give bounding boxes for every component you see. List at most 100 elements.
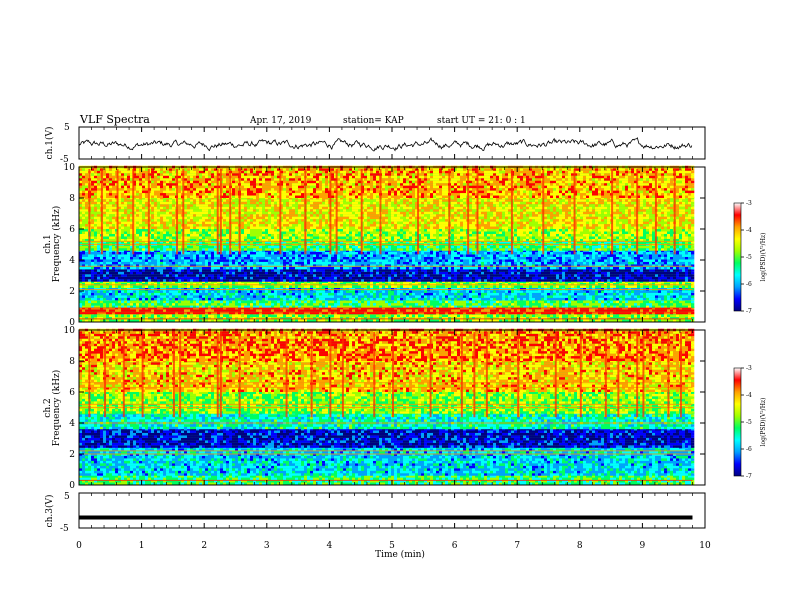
spectrogram-cell — [268, 301, 271, 304]
spectrogram-cell — [673, 295, 676, 298]
spectrogram-cell — [166, 298, 169, 301]
spectrogram-cell — [427, 293, 430, 296]
spectrogram-cell — [142, 298, 145, 301]
spectrogram-cell — [520, 279, 523, 282]
spectrogram-cell — [412, 309, 415, 312]
spectrogram-cell — [691, 315, 694, 318]
spectrogram-cell — [637, 279, 640, 282]
spectrogram-cell — [250, 293, 253, 296]
spectrogram-cell — [343, 298, 346, 301]
spectrogram-cell — [130, 272, 133, 275]
spectrogram-cell — [304, 290, 307, 293]
spectrogram-cell — [514, 301, 517, 304]
spectrogram-cell — [577, 277, 580, 280]
spectrogram-cell — [532, 295, 535, 298]
spectrogram-cell — [490, 279, 493, 282]
spectrogram-cell — [520, 309, 523, 312]
spectrogram-cell — [493, 303, 496, 306]
spectrogram-cell — [652, 309, 655, 312]
spectrogram-cell — [109, 269, 112, 272]
spectrogram-cell — [655, 293, 658, 296]
spectrogram-cell — [334, 298, 337, 301]
spectrogram-cell — [253, 272, 256, 275]
spectrogram-cell — [274, 315, 277, 318]
spectrogram-cell — [298, 301, 301, 304]
spectrogram-cell — [169, 277, 172, 280]
spectrogram-cell — [469, 301, 472, 304]
spectrogram-cell — [253, 290, 256, 293]
spectrogram-cell — [613, 293, 616, 296]
ch1-spectrogram — [79, 166, 694, 322]
spectrogram-cell — [430, 272, 433, 275]
spectrogram-cell — [178, 295, 181, 298]
spectrogram-cell — [202, 293, 205, 296]
spectrogram-cell — [619, 301, 622, 304]
spectrogram-cell — [178, 303, 181, 306]
spectrogram-cell — [463, 301, 466, 304]
spectrogram-cell — [445, 309, 448, 312]
spectrogram-cell — [577, 303, 580, 306]
spectrogram-cell — [229, 272, 232, 275]
spectrogram-cell — [358, 274, 361, 277]
spectrogram-cell — [595, 285, 598, 288]
spectrogram-cell — [256, 303, 259, 306]
spectrogram-cell — [670, 285, 673, 288]
spectrogram-cell — [373, 295, 376, 298]
spectrogram-cell — [580, 290, 583, 293]
spectrogram-cell — [172, 309, 175, 312]
spectrogram-cell — [649, 274, 652, 277]
spectrogram-cell — [352, 303, 355, 306]
spectrogram-cell — [370, 298, 373, 301]
spectrogram-cell — [232, 269, 235, 272]
spectrogram-cell — [91, 309, 94, 312]
spectrogram-cell — [328, 309, 331, 312]
spectrogram-cell — [595, 277, 598, 280]
spectrogram-cell — [667, 274, 670, 277]
spectrogram-cell — [244, 285, 247, 288]
spectrogram-cell — [214, 293, 217, 296]
spectrogram-cell — [205, 301, 208, 304]
spectrogram-cell — [262, 269, 265, 272]
spectrogram-cell — [148, 272, 151, 275]
spectrogram-cell — [343, 303, 346, 306]
spectrogram-cell — [364, 285, 367, 288]
spectrogram-cell — [466, 274, 469, 277]
spectrogram-cell — [652, 279, 655, 282]
spectrogram-cell — [406, 298, 409, 301]
spectrogram-cell — [226, 269, 229, 272]
spectrogram-cell — [115, 295, 118, 298]
spectrogram-cell — [178, 279, 181, 282]
spectrogram-cell — [691, 272, 694, 275]
spectrogram-cell — [232, 272, 235, 275]
spectrogram-cell — [421, 309, 424, 312]
spectrogram-cell — [112, 315, 115, 318]
spectrogram-cell — [454, 277, 457, 280]
spectrogram-cell — [541, 309, 544, 312]
spectrogram-cell — [412, 285, 415, 288]
spectrogram-cell — [94, 293, 97, 296]
spectrogram-cell — [259, 309, 262, 312]
spectrogram-cell — [625, 315, 628, 318]
spectrogram-cell — [208, 315, 211, 318]
spectrogram-cell — [619, 272, 622, 275]
spectrogram-cell — [325, 285, 328, 288]
spectrogram-cell — [529, 315, 532, 318]
spectrogram-cell — [523, 303, 526, 306]
spectrogram-cell — [412, 315, 415, 318]
spectrogram-cell — [304, 272, 307, 275]
spectrogram-cell — [160, 290, 163, 293]
spectrogram-cell — [331, 285, 334, 288]
spectrogram-cell — [457, 290, 460, 293]
spectrogram-cell — [556, 279, 559, 282]
spectrogram-cell — [430, 309, 433, 312]
spectrogram-cell — [619, 277, 622, 280]
spectrogram-cell — [268, 303, 271, 306]
spectrogram-cell — [340, 295, 343, 298]
spectrogram-cell — [634, 285, 637, 288]
spectrogram-cell — [208, 295, 211, 298]
spectrogram-cell — [652, 274, 655, 277]
spectrogram-cell — [610, 303, 613, 306]
spectrogram-cell — [340, 285, 343, 288]
spectrogram-cell — [451, 272, 454, 275]
spectrogram-cell — [640, 277, 643, 280]
